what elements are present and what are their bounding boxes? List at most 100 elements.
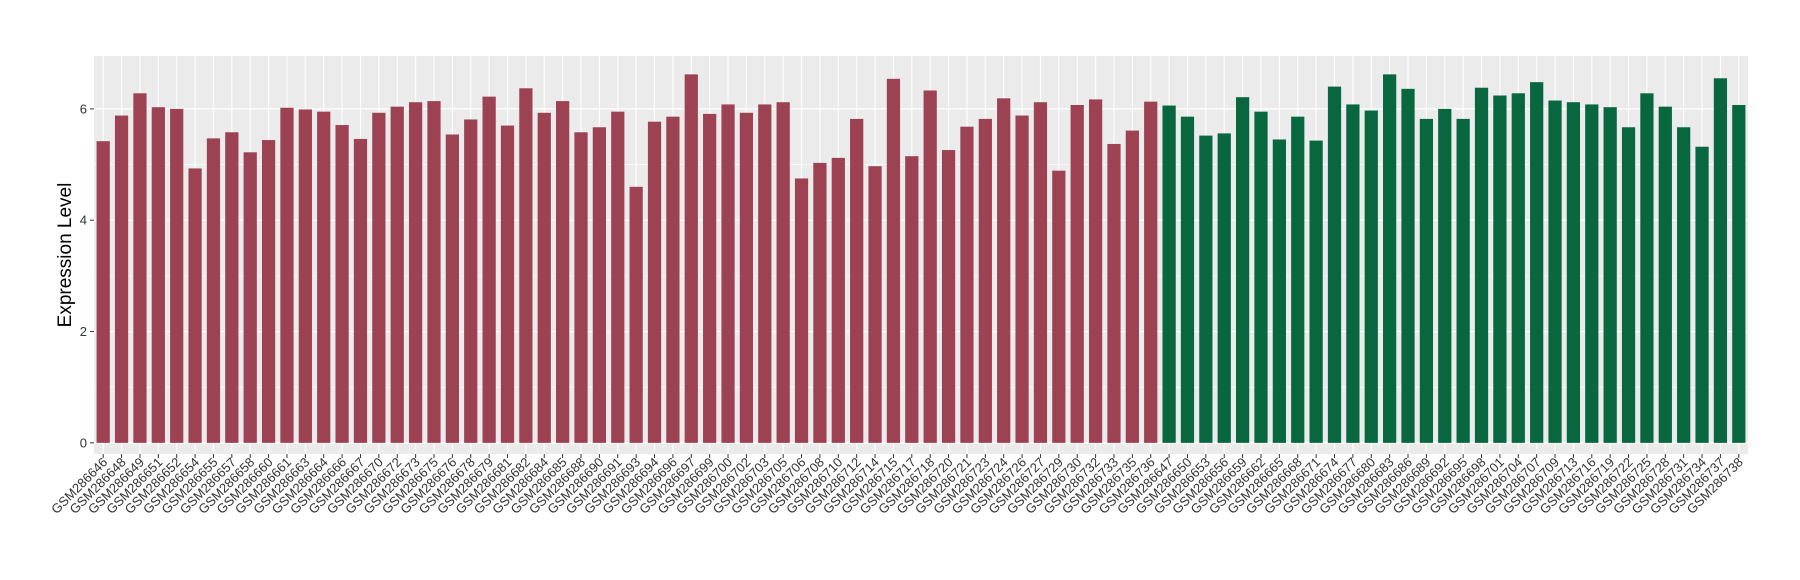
bar-GSM286735 bbox=[1125, 130, 1139, 443]
bar-GSM286681 bbox=[500, 125, 515, 443]
bar-GSM286685 bbox=[556, 101, 570, 443]
bar-GSM286647 bbox=[1162, 105, 1176, 443]
bar-GSM286729 bbox=[1052, 170, 1066, 443]
bar-GSM286679 bbox=[482, 96, 496, 443]
bar-GSM286657 bbox=[225, 132, 239, 443]
bar-GSM286738 bbox=[1732, 104, 1746, 443]
bar-GSM286695 bbox=[1456, 118, 1470, 443]
bar-GSM286655 bbox=[206, 138, 221, 443]
plot-panel bbox=[94, 56, 1748, 454]
bar-GSM286699 bbox=[703, 113, 717, 443]
bar-GSM286697 bbox=[684, 74, 698, 443]
bar-GSM286725 bbox=[1640, 93, 1654, 443]
bar-GSM286700 bbox=[721, 104, 735, 443]
bar-GSM286731 bbox=[1677, 127, 1691, 443]
bar-GSM286648 bbox=[114, 115, 129, 443]
bar-GSM286678 bbox=[464, 119, 478, 443]
bar-GSM286668 bbox=[1291, 116, 1305, 443]
bar-GSM286717 bbox=[905, 156, 919, 443]
bar-GSM286665 bbox=[1272, 139, 1286, 443]
bar-GSM286650 bbox=[1180, 116, 1195, 443]
bar-GSM286704 bbox=[1511, 93, 1525, 443]
bar-GSM286733 bbox=[1107, 143, 1121, 443]
bar-GSM286672 bbox=[390, 106, 404, 443]
y-tick-label: 6 bbox=[80, 101, 87, 116]
bar-GSM286659 bbox=[1235, 97, 1250, 443]
bar-GSM286661 bbox=[280, 107, 294, 443]
bar-GSM286708 bbox=[813, 162, 827, 443]
bar-GSM286734 bbox=[1695, 146, 1709, 443]
bar-GSM286718 bbox=[923, 90, 937, 443]
bar-GSM286727 bbox=[1033, 102, 1048, 443]
bar-GSM286677 bbox=[1346, 104, 1360, 443]
y-tick-label: 0 bbox=[80, 435, 87, 450]
bar-GSM286716 bbox=[1585, 104, 1599, 443]
bar-GSM286654 bbox=[188, 168, 202, 443]
bar-GSM286712 bbox=[850, 118, 864, 443]
bar-GSM286702 bbox=[739, 112, 754, 443]
bar-GSM286673 bbox=[408, 102, 423, 443]
bar-GSM286706 bbox=[794, 178, 809, 443]
bar-GSM286698 bbox=[1474, 87, 1489, 443]
bar-GSM286720 bbox=[941, 150, 956, 443]
bar-GSM286658 bbox=[243, 152, 257, 443]
bar-GSM286707 bbox=[1530, 82, 1544, 443]
bar-GSM286724 bbox=[997, 98, 1011, 443]
bar-GSM286676 bbox=[445, 134, 459, 443]
bar-GSM286722 bbox=[1621, 127, 1636, 443]
bar-GSM286667 bbox=[353, 138, 368, 443]
bar-GSM286680 bbox=[1364, 110, 1378, 443]
bar-GSM286721 bbox=[960, 126, 974, 443]
y-axis-title: Expression Level bbox=[55, 183, 76, 328]
bar-GSM286689 bbox=[1419, 118, 1434, 443]
bar-GSM286660 bbox=[261, 140, 276, 443]
bar-GSM286692 bbox=[1438, 108, 1452, 443]
bar-GSM286723 bbox=[978, 118, 992, 443]
bar-GSM286674 bbox=[1327, 86, 1342, 443]
bar-GSM286730 bbox=[1070, 104, 1084, 443]
bar-GSM286683 bbox=[1383, 74, 1397, 443]
bar-GSM286675 bbox=[427, 101, 441, 443]
bar-GSM286709 bbox=[1548, 100, 1562, 443]
bar-GSM286714 bbox=[868, 166, 882, 443]
bar-GSM286701 bbox=[1493, 95, 1507, 443]
bar-GSM286694 bbox=[647, 121, 662, 443]
bar-GSM286652 bbox=[170, 108, 184, 443]
y-axis: 0 2 4 6 bbox=[80, 101, 94, 450]
y-tick-label: 4 bbox=[80, 213, 87, 228]
bar-GSM286713 bbox=[1566, 102, 1581, 443]
x-axis: GSM286646GSM286648GSM286649GSM286651GSM2… bbox=[48, 454, 1746, 517]
bar-GSM286649 bbox=[133, 93, 147, 443]
bar-GSM286686 bbox=[1401, 88, 1415, 443]
bar-GSM286728 bbox=[1658, 106, 1672, 443]
bar-GSM286737 bbox=[1713, 78, 1728, 443]
bar-GSM286703 bbox=[758, 104, 772, 443]
y-tick-label: 2 bbox=[80, 324, 87, 339]
bar-GSM286682 bbox=[519, 88, 533, 443]
bar-GSM286693 bbox=[629, 186, 643, 443]
bar-GSM286666 bbox=[335, 125, 349, 443]
bar-GSM286736 bbox=[1144, 101, 1158, 443]
bar-GSM286726 bbox=[1015, 115, 1029, 443]
bar-GSM286662 bbox=[1254, 111, 1268, 443]
bars bbox=[96, 74, 1746, 443]
bar-GSM286670 bbox=[372, 112, 386, 443]
bar-GSM286664 bbox=[317, 111, 331, 443]
bar-GSM286691 bbox=[611, 111, 625, 443]
bar-GSM286663 bbox=[298, 109, 312, 443]
bar-GSM286696 bbox=[666, 116, 680, 443]
bar-GSM286688 bbox=[574, 132, 588, 443]
bar-GSM286732 bbox=[1088, 99, 1103, 443]
bar-GSM286651 bbox=[151, 107, 165, 443]
bar-GSM286710 bbox=[831, 157, 845, 443]
bar-GSM286671 bbox=[1309, 140, 1323, 443]
bar-GSM286715 bbox=[886, 78, 901, 443]
bar-GSM286690 bbox=[592, 127, 607, 443]
bar-GSM286646 bbox=[96, 141, 110, 443]
bar-GSM286656 bbox=[1217, 133, 1231, 443]
bar-GSM286705 bbox=[776, 102, 790, 443]
bar-GSM286653 bbox=[1199, 135, 1213, 443]
bar-GSM286684 bbox=[537, 112, 551, 443]
bar-GSM286719 bbox=[1603, 107, 1617, 443]
